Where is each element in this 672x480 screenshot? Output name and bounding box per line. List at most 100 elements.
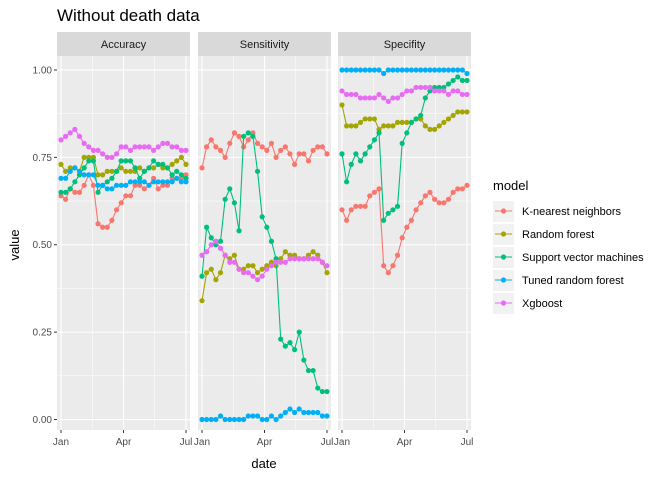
- data-point: [422, 193, 428, 199]
- data-point: [236, 133, 242, 139]
- data-point: [353, 67, 359, 73]
- data-point: [86, 172, 92, 178]
- data-point: [146, 182, 152, 188]
- data-point: [408, 67, 415, 73]
- data-point: [222, 416, 228, 423]
- series-line: [201, 132, 328, 393]
- data-point: [459, 186, 465, 192]
- data-point: [282, 144, 288, 150]
- data-point: [155, 144, 161, 150]
- data-point: [72, 179, 78, 185]
- data-point: [150, 158, 157, 164]
- data-point: [227, 416, 233, 423]
- data-point: [418, 84, 424, 91]
- data-point: [199, 165, 205, 171]
- data-point: [390, 207, 396, 213]
- data-point: [268, 238, 275, 244]
- data-point: [310, 256, 316, 262]
- data-point: [450, 189, 456, 195]
- facet-panel-sensitivity: Sensitivity Jan Apr Jul: [194, 32, 333, 448]
- legend-key-point: [500, 277, 507, 283]
- data-point: [123, 182, 129, 188]
- data-point: [118, 144, 124, 150]
- data-point: [268, 140, 275, 146]
- data-point: [241, 416, 247, 423]
- data-point: [408, 119, 415, 126]
- data-point: [278, 147, 284, 153]
- legend-key-point: [500, 254, 507, 260]
- data-point: [418, 200, 424, 206]
- data-point: [296, 151, 302, 157]
- legend-item: Xgboost: [493, 293, 562, 314]
- x-tick-label: Jan: [334, 437, 350, 448]
- data-point: [174, 144, 180, 150]
- data-point: [310, 409, 316, 416]
- data-point: [301, 409, 307, 416]
- data-point: [164, 179, 171, 185]
- data-point: [367, 144, 373, 150]
- data-point: [204, 224, 210, 230]
- data-point: [319, 259, 325, 265]
- series-random-forest: [339, 102, 470, 133]
- series-tuned-random-forest: [58, 165, 189, 192]
- data-point: [305, 158, 312, 164]
- data-point: [450, 67, 456, 73]
- data-point: [344, 67, 350, 73]
- data-point: [113, 182, 120, 188]
- data-point: [199, 252, 205, 258]
- series-tuned-random-forest: [199, 406, 330, 423]
- data-point: [344, 91, 350, 98]
- data-point: [231, 416, 238, 423]
- data-point: [264, 224, 270, 230]
- data-point: [118, 200, 124, 206]
- data-point: [236, 416, 242, 423]
- data-point: [324, 413, 330, 419]
- data-point: [155, 186, 161, 192]
- series-line: [201, 250, 328, 301]
- data-point: [204, 416, 210, 423]
- facet-strip-label: Sensitivity: [240, 39, 290, 51]
- data-point: [464, 70, 470, 77]
- data-point: [250, 273, 256, 279]
- data-point: [58, 137, 64, 143]
- data-point: [296, 256, 302, 262]
- data-point: [445, 81, 452, 87]
- data-point: [208, 266, 214, 272]
- data-point: [367, 67, 373, 73]
- data-point: [319, 388, 325, 395]
- data-point: [381, 95, 387, 101]
- data-point: [204, 144, 210, 150]
- data-point: [450, 112, 456, 119]
- data-point: [385, 123, 391, 129]
- data-point: [231, 200, 238, 206]
- data-point: [376, 186, 382, 192]
- data-point: [287, 256, 293, 262]
- data-point: [222, 252, 228, 258]
- data-point: [241, 133, 247, 139]
- data-point: [455, 88, 461, 94]
- facet-strip-label: Specifity: [384, 39, 426, 51]
- facet-strip-label: Accuracy: [101, 39, 147, 51]
- legend-key-point: [500, 208, 507, 214]
- data-point: [459, 91, 465, 98]
- data-point: [169, 144, 175, 150]
- data-point: [199, 298, 205, 304]
- data-point: [81, 182, 87, 188]
- data-point: [95, 182, 101, 188]
- data-point: [150, 179, 157, 185]
- x-tick-label: Jul: [461, 437, 474, 448]
- data-point: [169, 161, 175, 167]
- data-point: [213, 277, 219, 283]
- legend-item: K-nearest neighbors: [493, 201, 622, 222]
- data-point: [441, 88, 447, 94]
- data-point: [250, 133, 256, 139]
- data-point: [362, 67, 368, 73]
- data-point: [390, 95, 396, 101]
- data-point: [394, 95, 401, 101]
- data-point: [123, 193, 129, 199]
- data-point: [95, 189, 101, 195]
- data-point: [174, 175, 180, 181]
- data-point: [72, 126, 78, 133]
